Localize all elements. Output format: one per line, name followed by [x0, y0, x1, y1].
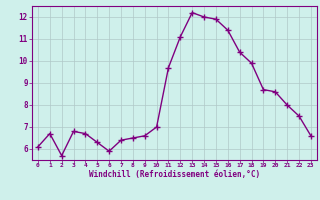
X-axis label: Windchill (Refroidissement éolien,°C): Windchill (Refroidissement éolien,°C) — [89, 170, 260, 179]
